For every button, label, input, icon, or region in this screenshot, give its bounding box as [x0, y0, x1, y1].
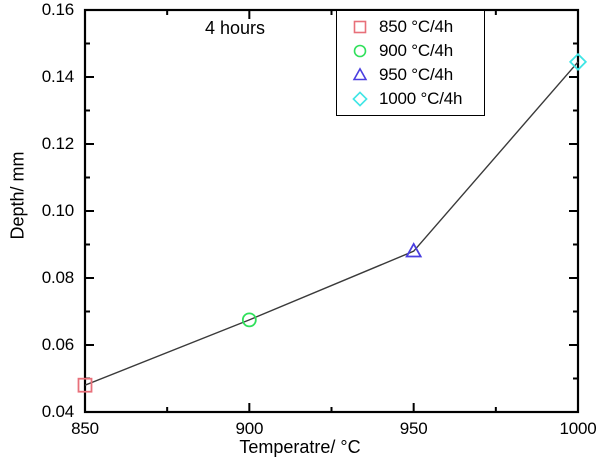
legend-item[interactable]: 1000 °C/4h	[337, 87, 484, 111]
y-tick-label: 0.10	[41, 201, 74, 220]
y-tick-label: 0.06	[41, 335, 74, 354]
x-tick-label: 950	[399, 419, 428, 438]
legend-item[interactable]: 950 °C/4h	[337, 63, 484, 87]
legend-square-marker-icon	[349, 17, 371, 37]
legend-triangle-marker-icon	[349, 65, 371, 85]
legend-item[interactable]: 850 °C/4h	[337, 15, 484, 39]
x-tick-label: 900	[235, 419, 264, 438]
data-point-marker-900	[241, 312, 257, 328]
legend-item[interactable]: 900 °C/4h	[337, 39, 484, 63]
x-axis-label: Temperatre/ °C	[239, 437, 361, 457]
legend-item-label: 900 °C/4h	[379, 41, 453, 60]
plot-annotation: 4 hours	[205, 18, 266, 38]
legend-item-label: 1000 °C/4h	[379, 89, 463, 108]
data-point-marker-950	[405, 242, 423, 258]
y-tick-label: 0.08	[41, 268, 74, 287]
y-tick-label: 0.16	[41, 0, 74, 19]
data-point-marker-1000	[568, 52, 588, 71]
series-line	[84, 61, 579, 386]
plot-frame	[83, 8, 580, 414]
x-tick-label: 850	[71, 419, 99, 438]
legend-item-label: 850 °C/4h	[379, 17, 453, 36]
chart-legend: 850 °C/4h 900 °C/4h 950 °C/4h 1000 °C/4h	[336, 10, 485, 116]
y-tick-label: 0.04	[41, 402, 74, 421]
legend-circle-marker-icon	[349, 41, 371, 61]
y-tick-label: 0.12	[41, 134, 74, 153]
y-tick-label: 0.14	[41, 67, 74, 86]
x-tick-label: 1000	[559, 419, 597, 438]
y-axis-label: Depth/ mm	[7, 151, 28, 240]
data-point-marker-850	[77, 377, 93, 393]
legend-diamond-marker-icon	[349, 89, 371, 109]
legend-item-label: 950 °C/4h	[379, 65, 453, 84]
